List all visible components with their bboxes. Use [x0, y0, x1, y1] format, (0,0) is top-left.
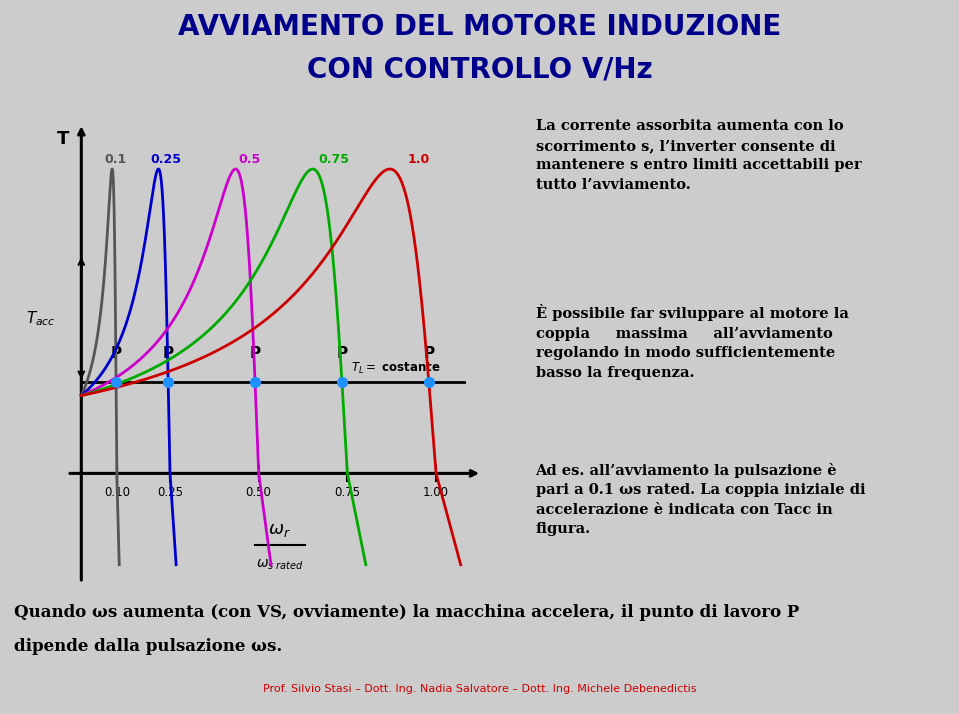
Text: dipende dalla pulsazione ωs.: dipende dalla pulsazione ωs. [14, 638, 283, 655]
Text: 0.10: 0.10 [104, 486, 129, 499]
Text: La corrente assorbita aumenta con lo
scorrimento s, l’inverter consente di
mante: La corrente assorbita aumenta con lo sco… [535, 119, 861, 192]
Text: 1.0: 1.0 [408, 153, 430, 166]
Text: 0.1: 0.1 [104, 153, 127, 166]
Text: P: P [110, 346, 122, 361]
Text: $T_L=$ costante: $T_L=$ costante [351, 361, 440, 376]
Text: $\omega_{s\ rated}$: $\omega_{s\ rated}$ [256, 558, 304, 572]
Text: 0.50: 0.50 [246, 486, 271, 499]
Text: P: P [423, 346, 434, 361]
Text: Prof. Silvio Stasi – Dott. Ing. Nadia Salvatore – Dott. Ing. Michele Debenedicti: Prof. Silvio Stasi – Dott. Ing. Nadia Sa… [263, 684, 696, 694]
Text: T: T [57, 129, 69, 148]
Text: P: P [249, 346, 261, 361]
Text: $T_{acc}$: $T_{acc}$ [26, 309, 56, 328]
Text: 0.25: 0.25 [157, 486, 183, 499]
Text: 1.00: 1.00 [423, 486, 449, 499]
Text: P: P [163, 346, 174, 361]
Text: È possibile far sviluppare al motore la
coppia     massima     all’avviamento
re: È possibile far sviluppare al motore la … [535, 304, 849, 380]
Text: $\omega_r$: $\omega_r$ [269, 521, 292, 539]
Text: Ad es. all’avviamento la pulsazione è
pari a 0.1 ωs rated. La coppia iniziale di: Ad es. all’avviamento la pulsazione è pa… [535, 463, 865, 536]
Text: CON CONTROLLO V/Hz: CON CONTROLLO V/Hz [307, 56, 652, 84]
Text: 0.5: 0.5 [239, 153, 261, 166]
Text: 0.75: 0.75 [318, 153, 350, 166]
Text: AVVIAMENTO DEL MOTORE INDUZIONE: AVVIAMENTO DEL MOTORE INDUZIONE [177, 13, 782, 41]
Text: P: P [337, 346, 347, 361]
Text: 0.25: 0.25 [151, 153, 181, 166]
Text: 0.75: 0.75 [335, 486, 361, 499]
Text: Quando ωs aumenta (con VS, ovviamente) la macchina accelera, il punto di lavoro : Quando ωs aumenta (con VS, ovviamente) l… [14, 604, 800, 621]
